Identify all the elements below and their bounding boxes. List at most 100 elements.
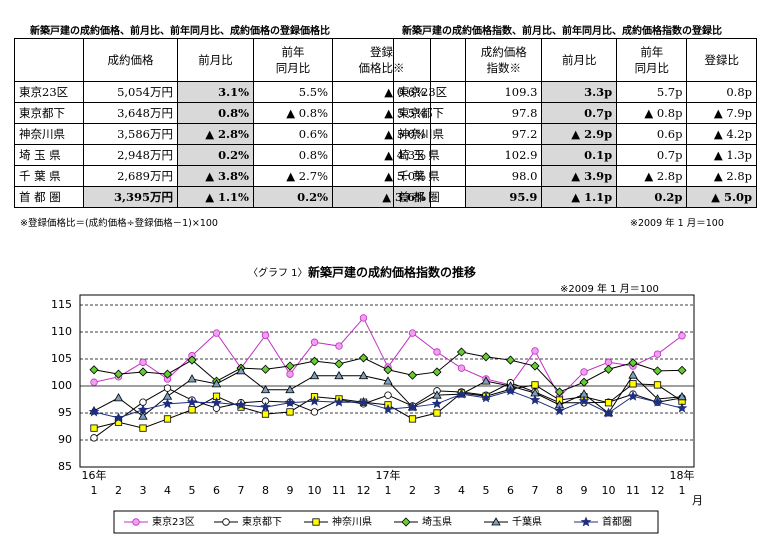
point-marker: [383, 365, 393, 375]
table-row: 東京都下 3,648万円 0.8% ▲ 0.8% ▲ 5.5%: [14, 102, 431, 124]
cell: 0.8%: [253, 144, 333, 166]
cell: ▲ 1.1p: [541, 186, 618, 208]
point-marker: [604, 399, 613, 407]
legend-marker: [132, 518, 140, 526]
point-marker: [310, 408, 319, 416]
legend-label: 首都圏: [602, 515, 632, 528]
table-note: ※登録価格比＝(成約価格÷登録価格－1)×100: [20, 218, 218, 229]
point-marker: [284, 397, 296, 408]
cell: 東京23区: [14, 81, 84, 103]
year-label: 17年: [376, 468, 401, 482]
point-marker: [187, 355, 197, 365]
header-cell: [14, 38, 84, 82]
x-tick-label: 5: [483, 484, 490, 497]
chart-title: 新築戸建の成約価格指数の推移: [308, 265, 476, 280]
point-marker: [309, 356, 320, 366]
point-marker: [678, 332, 686, 340]
cell: 0.2p: [616, 186, 688, 208]
chart-note: ※2009 年 1 月＝100: [560, 282, 659, 295]
table-row: 東京都下 97.8 0.7p ▲ 0.8p ▲ 7.9p: [392, 102, 757, 124]
cell: 109.3: [465, 81, 543, 103]
point-marker: [137, 404, 149, 415]
point-marker: [432, 390, 442, 399]
table-row: 成約価格 指数※ 前月比 前年 同月比 登録比: [392, 38, 757, 82]
point-marker: [358, 396, 369, 407]
table-row: 東京23区 109.3 3.3p 5.7p 0.8p: [392, 81, 757, 103]
point-marker: [113, 412, 124, 423]
cell: 5.5%: [253, 81, 333, 103]
table-note: ※2009 年 1 月＝100: [630, 218, 724, 229]
point-marker: [677, 391, 687, 401]
point-marker: [554, 405, 565, 416]
cell: 3,395万円: [83, 186, 178, 208]
x-unit: 月: [692, 494, 703, 507]
point-marker: [286, 370, 294, 378]
header-cell: 前年 同月比: [616, 38, 688, 82]
header-cell: 前月比: [541, 38, 618, 82]
cell: 97.8: [465, 102, 543, 124]
table-row: 神奈川県 3,586万円 ▲ 2.8% 0.6% ▲ 5.0%: [14, 123, 431, 145]
cell: 首 都 圏: [14, 186, 84, 208]
point-marker: [90, 378, 98, 386]
cell: 東京都下: [14, 102, 84, 124]
legend-label: 埼玉県: [422, 515, 452, 528]
legend-label: 神奈川県: [332, 515, 372, 528]
point-marker: [88, 406, 100, 417]
point-marker: [358, 370, 369, 380]
point-marker: [676, 402, 688, 413]
cell: 0.2%: [177, 144, 254, 166]
point-marker: [260, 364, 271, 374]
point-marker: [677, 365, 687, 375]
point-marker: [90, 434, 98, 442]
point-marker: [260, 384, 271, 394]
point-marker: [456, 347, 467, 357]
point-marker: [383, 376, 393, 385]
header-cell: 成約価格: [83, 38, 178, 82]
cell: 神奈川県: [14, 123, 84, 145]
cell: ▲ 2.8p: [616, 165, 688, 187]
point-marker: [162, 398, 173, 409]
x-tick-label: 10: [602, 484, 616, 497]
point-marker: [653, 381, 662, 389]
point-marker: [408, 415, 417, 423]
cell: 5,054万円: [83, 81, 178, 103]
point-marker: [285, 384, 295, 394]
x-tick-label: 3: [434, 484, 441, 497]
cell: 千 葉 県: [14, 165, 84, 187]
y-tick-label: 95: [58, 406, 72, 419]
point-marker: [433, 348, 441, 356]
header-cell: [392, 38, 467, 82]
cell: 0.7p: [541, 102, 618, 124]
point-marker: [505, 385, 516, 396]
point-marker: [212, 329, 221, 337]
point-marker: [407, 401, 418, 412]
point-marker: [407, 370, 418, 380]
cell: 5.7p: [616, 81, 688, 103]
cell: 95.9: [465, 186, 543, 208]
point-marker: [186, 396, 198, 407]
cell: ▲ 4.2p: [686, 123, 757, 145]
cell: ▲ 2.8%: [177, 123, 254, 145]
point-marker: [334, 359, 344, 369]
year-label: 16年: [82, 468, 107, 482]
x-tick-label: 4: [458, 484, 465, 497]
point-marker: [603, 364, 614, 374]
x-tick-label: 11: [332, 484, 346, 497]
point-marker: [579, 377, 589, 387]
cell: 3,586万円: [83, 123, 178, 145]
table-row: 千 葉 県 2,689万円 ▲ 3.8% ▲ 2.7% ▲ 5.0%: [14, 165, 431, 187]
legend-label: 千葉県: [512, 515, 542, 528]
table-row: 千 葉 県 98.0 ▲ 3.9p ▲ 2.8p ▲ 2.8p: [392, 165, 757, 187]
point-marker: [236, 366, 246, 375]
point-marker: [481, 352, 491, 362]
cell: 0.6%: [253, 123, 333, 145]
cell: 102.9: [465, 144, 543, 166]
point-marker: [604, 358, 613, 366]
point-marker: [187, 374, 197, 383]
cell: 0.8%: [177, 102, 254, 124]
point-marker: [431, 398, 443, 409]
header-cell: 前年 同月比: [253, 38, 333, 82]
point-marker: [456, 388, 467, 399]
point-marker: [481, 376, 491, 385]
